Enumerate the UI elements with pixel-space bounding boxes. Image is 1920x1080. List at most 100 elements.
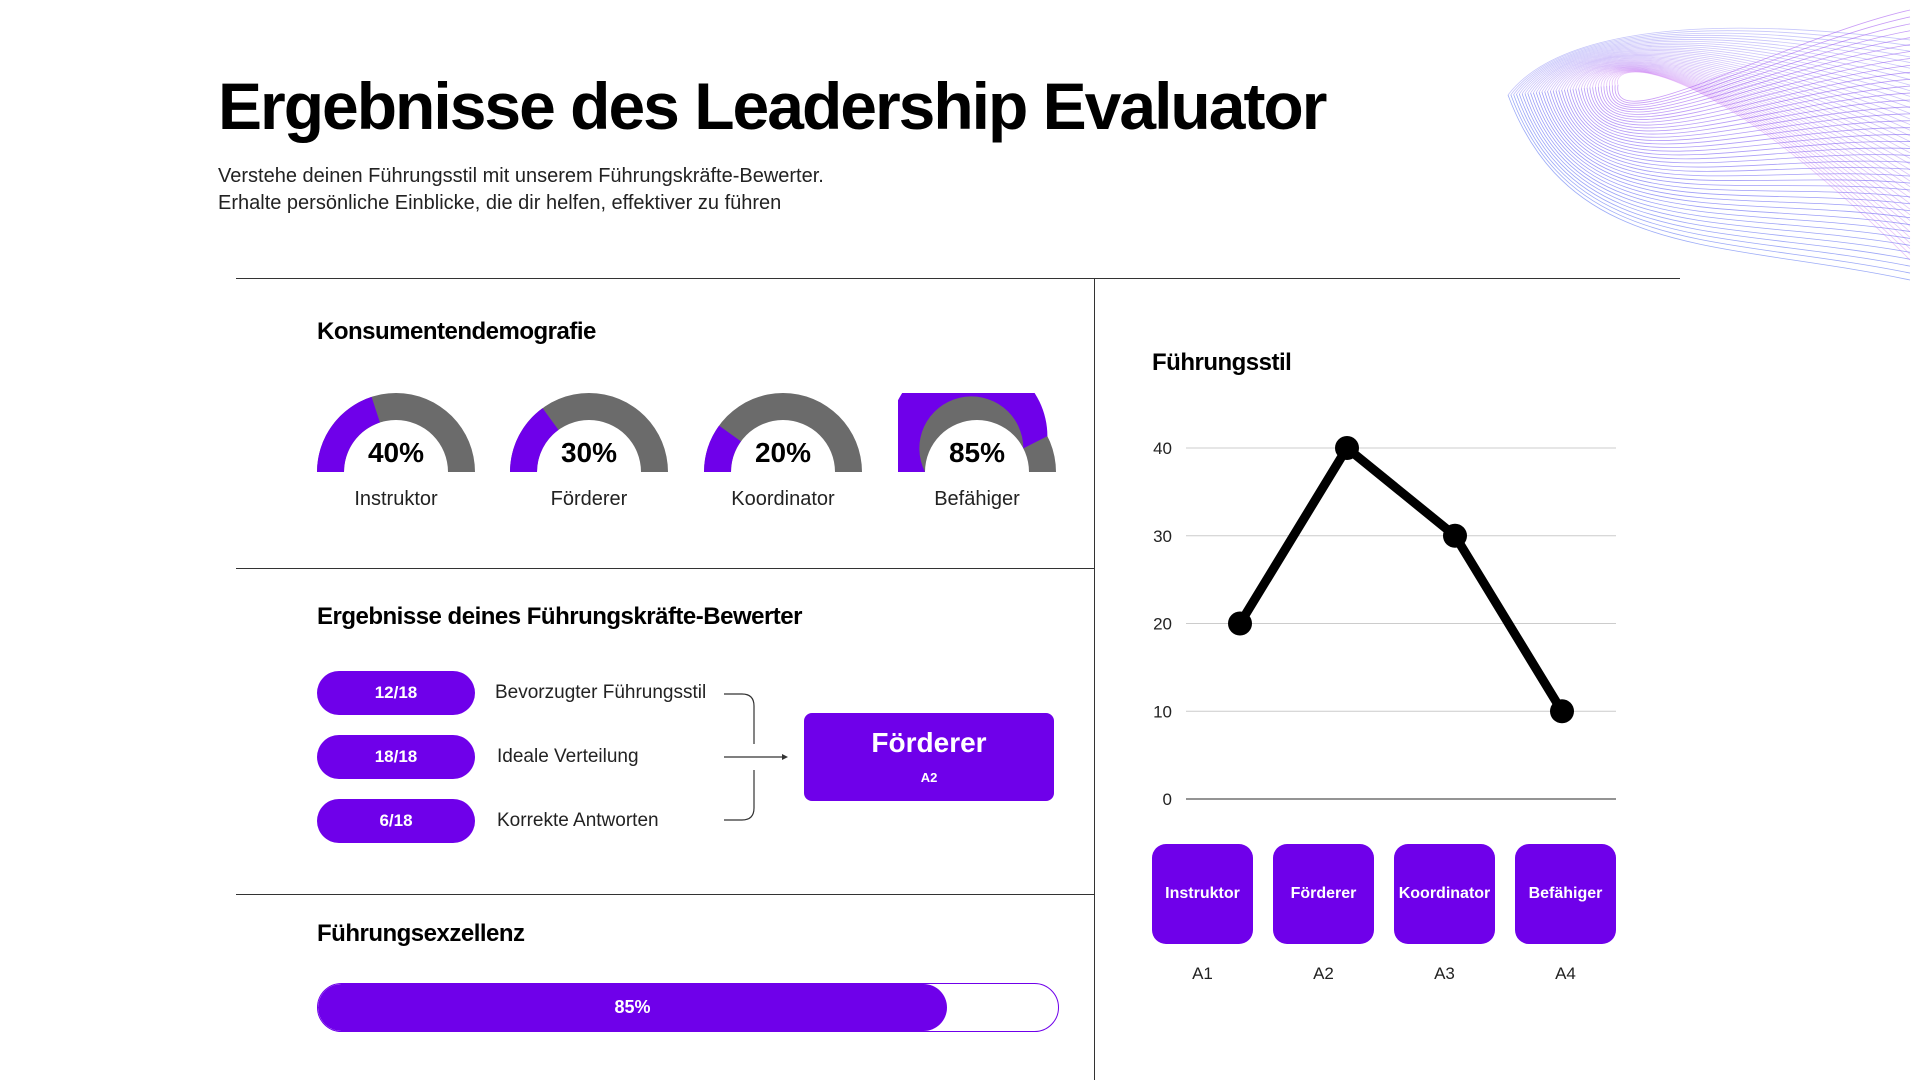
wave-line [1544,91,1911,191]
wave-line [1609,70,1911,244]
wave-line [1541,50,1911,109]
line-chart: 0 10 20 30 40 [1153,436,1616,809]
wave-line [1544,51,1911,114]
results-title: Ergebnisse deines Führungskräfte-Bewerte… [317,603,802,630]
wave-line [1549,91,1911,177]
wave-line [1521,93,1911,246]
wave-line [1555,90,1911,168]
category-box-foerderer: Förderer [1273,844,1374,944]
gauge-label: Förderer [550,488,628,510]
wave-line [1524,93,1911,239]
wave-line [1530,44,1911,94]
wave-line [1533,45,1911,93]
left-divider-2 [236,894,1094,895]
gauge-fill [704,425,741,472]
wave-line [1583,64,1911,193]
wave-line [1589,66,1911,204]
y-tick-label-40: 40 [1153,439,1172,458]
wave-line [1586,85,1911,129]
wave-line [1575,62,1911,176]
x-tick-label-a3: A3 [1434,964,1455,983]
gauge-befaehiger: 85% Befähiger [898,393,1056,513]
gauge-chart [898,393,1056,472]
result-box-code: A2 [920,770,938,785]
score-pill-ideal-distribution: 18/18 [317,735,475,779]
wave-line [1561,90,1911,160]
gauge-fill [510,408,559,472]
wave-line [1603,69,1911,233]
y-tick-label-0: 0 [1163,790,1172,809]
wave-line [1614,71,1911,255]
page-subtitle-line-1: Verstehe deinen Führungsstil mit unserem… [218,165,824,187]
wave-line [1524,40,1911,94]
wave-line [1516,94,1911,260]
gauge-value: 20% [754,437,812,468]
excellence-progress-fill: 85% [318,984,947,1031]
gauge-fill [317,396,380,472]
result-label-preferred-style: Bevorzugter Führungsstil [495,682,707,703]
wave-line [1611,23,1911,106]
wave-line [1513,32,1911,95]
demographics-title: Konsumentendemografie [317,318,596,345]
gauge-instruktor: 40% Instruktor [317,393,475,513]
result-box-title: Förderer [871,727,987,758]
wave-line [1597,58,1911,118]
wave-line [1535,47,1911,97]
data-point-a2 [1335,436,1359,460]
gauge-track [704,393,862,472]
wave-line [1583,88,1911,132]
wave-line [1595,67,1911,216]
wave-line [1597,68,1911,221]
wave-line [1555,56,1911,137]
wave-line [1603,44,1911,113]
gauge-chart [704,393,862,472]
wave-line [1600,68,1911,227]
gauge-koordinator: 20% Koordinator [704,393,862,513]
excellence-progress-bar: 85% [317,983,1059,1032]
wave-line [1606,69,1911,238]
wave-line [1572,89,1911,145]
series-line [1236,443,1566,714]
gauge-chart [317,393,475,472]
data-point-a4 [1550,699,1574,724]
y-tick-label-10: 10 [1153,702,1172,721]
gauge-label: Befähiger [934,488,1020,510]
category-box-koordinator: Koordinator [1394,844,1495,944]
y-tick-label-30: 30 [1153,527,1172,546]
result-label-correct-answers: Korrekte Antworten [497,810,659,831]
wave-line [1569,89,1911,148]
gauge-track [510,393,668,472]
top-divider [236,278,1680,279]
wave-line [1611,70,1911,250]
left-divider-1 [236,568,1094,569]
decorative-wave-graphic [1507,9,1911,281]
excellence-progress-value: 85% [614,997,651,1017]
vertical-divider [1094,278,1095,1080]
wave-line [1558,90,1911,164]
wave-line [1535,92,1911,212]
wave-line [1507,27,1911,96]
wave-line [1561,58,1911,148]
wave-line [1538,48,1911,103]
wave-line [1541,91,1911,198]
x-tick-label-a1: A1 [1192,964,1213,983]
wave-line [1564,59,1911,154]
gauge-fill [898,393,1048,472]
wave-line [1569,60,1911,165]
chart-title: Führungsstil [1152,349,1292,376]
page-subtitle-line-2: Erhalte persönliche Einblicke, die dir h… [218,192,782,214]
result-box: Förderer A2 [804,713,1054,801]
wave-line [1552,90,1911,172]
wave-line [1580,88,1911,135]
wave-line [1518,93,1911,253]
wave-line [1592,66,1911,210]
gauge-label: Koordinator [731,488,835,510]
wave-line [1592,71,1911,123]
gauge-chart [510,393,668,472]
wave-line [1572,61,1911,171]
gauge-value: 40% [367,437,425,468]
wave-line [1595,64,1911,120]
wave-line [1510,30,1911,95]
wave-line [1617,9,1911,102]
excellence-title: Führungsexzellenz [317,920,525,947]
